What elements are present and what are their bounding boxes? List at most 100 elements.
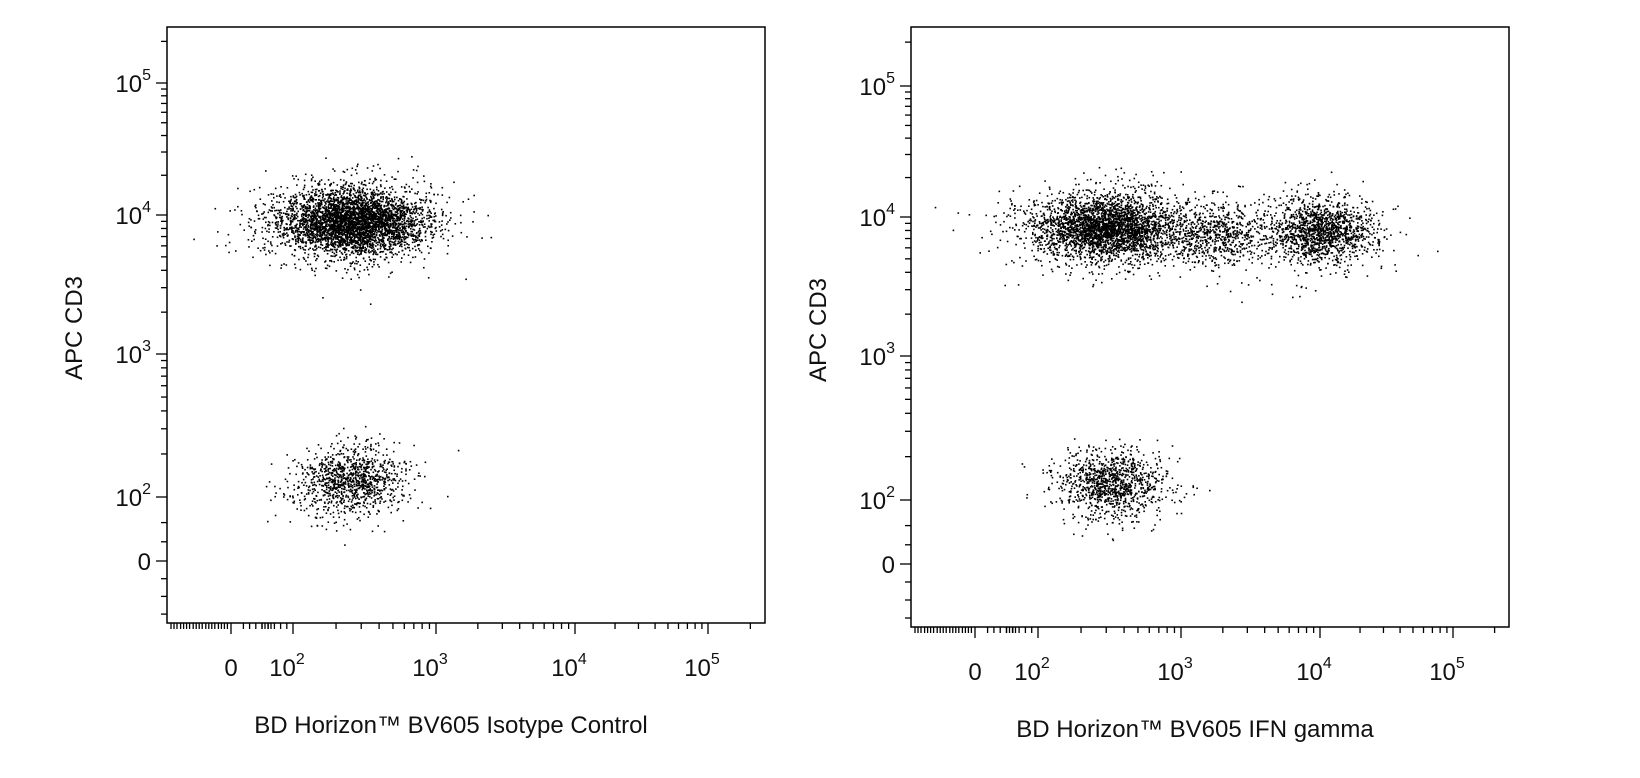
scatter-point bbox=[307, 229, 310, 231]
scatter-point bbox=[329, 217, 332, 219]
scatter-point bbox=[371, 216, 373, 219]
scatter-point bbox=[430, 216, 432, 218]
scatter-point bbox=[313, 236, 315, 238]
scatter-point bbox=[348, 489, 350, 492]
scatter-point bbox=[350, 188, 352, 190]
scatter-point bbox=[321, 474, 324, 477]
scatter-point bbox=[411, 212, 413, 215]
scatter-point bbox=[328, 463, 330, 466]
scatter-point bbox=[301, 465, 304, 468]
scatter-point bbox=[320, 463, 323, 465]
scatter-point bbox=[396, 235, 398, 237]
scatter-point bbox=[298, 237, 300, 239]
scatter-point bbox=[386, 199, 388, 201]
scatter-point bbox=[397, 207, 400, 210]
scatter-point bbox=[302, 217, 305, 219]
scatter-point bbox=[311, 220, 314, 222]
scatter-point bbox=[376, 230, 379, 232]
scatter-point bbox=[372, 202, 375, 205]
scatter-point bbox=[331, 210, 333, 212]
scatter-point bbox=[269, 224, 271, 227]
scatter-point bbox=[346, 456, 349, 458]
scatter-point bbox=[381, 498, 383, 500]
scatter-point bbox=[393, 441, 395, 444]
scatter-point bbox=[299, 194, 301, 196]
scatter-point bbox=[282, 200, 285, 203]
scatter-point bbox=[334, 216, 336, 219]
scatter-point bbox=[345, 249, 348, 251]
scatter-point bbox=[271, 207, 273, 209]
scatter-point bbox=[367, 217, 369, 220]
scatter-point bbox=[397, 465, 399, 468]
scatter-point bbox=[275, 224, 277, 226]
scatter-point bbox=[306, 219, 309, 222]
scatter-point bbox=[392, 238, 395, 240]
scatter-point bbox=[290, 198, 292, 201]
scatter-point bbox=[388, 235, 390, 238]
scatter-point bbox=[374, 222, 377, 225]
scatter-point bbox=[309, 236, 312, 239]
scatter-point bbox=[385, 211, 388, 213]
scatter-point bbox=[331, 235, 333, 237]
scatter-point bbox=[422, 208, 424, 211]
scatter-point bbox=[384, 459, 386, 462]
scatter-point bbox=[412, 169, 415, 171]
scatter-point bbox=[395, 202, 397, 205]
scatter-point bbox=[273, 231, 275, 233]
scatter-point bbox=[407, 208, 409, 211]
scatter-point bbox=[360, 239, 362, 242]
scatter-point bbox=[315, 217, 317, 219]
scatter-point bbox=[326, 221, 328, 223]
scatter-point bbox=[311, 196, 313, 199]
scatter-point bbox=[253, 188, 256, 191]
scatter-point bbox=[362, 216, 364, 218]
scatter-point bbox=[272, 204, 274, 206]
scatter-point bbox=[306, 227, 309, 230]
scatter-point bbox=[384, 218, 387, 220]
scatter-point bbox=[277, 221, 280, 223]
scatter-point bbox=[328, 196, 331, 199]
scatter-point bbox=[333, 242, 335, 244]
scatter-point bbox=[364, 249, 366, 251]
scatter-point bbox=[327, 229, 330, 231]
scatter-point bbox=[386, 233, 388, 235]
scatter-point bbox=[340, 219, 343, 221]
scatter-point bbox=[240, 210, 243, 212]
scatter-point bbox=[315, 194, 317, 196]
scatter-point bbox=[360, 183, 363, 185]
scatter-point bbox=[389, 251, 391, 254]
scatter-point bbox=[433, 193, 435, 196]
scatter-point bbox=[377, 202, 379, 205]
scatter-point bbox=[339, 225, 342, 228]
scatter-point bbox=[392, 463, 394, 465]
scatter-point bbox=[271, 210, 273, 212]
scatter-point bbox=[363, 232, 365, 234]
scatter-point bbox=[369, 212, 372, 214]
scatter-point bbox=[393, 205, 395, 208]
scatter-point bbox=[332, 232, 335, 235]
scatter-point bbox=[342, 193, 344, 195]
scatter-point bbox=[404, 228, 406, 230]
scatter-point bbox=[434, 220, 437, 223]
scatter-point bbox=[389, 187, 391, 189]
scatter-point bbox=[363, 219, 366, 221]
scatter-point bbox=[375, 245, 377, 247]
scatter-point bbox=[372, 189, 375, 192]
scatter-point bbox=[304, 249, 307, 251]
scatter-point bbox=[391, 214, 393, 217]
scatter-point bbox=[347, 237, 349, 240]
scatter-point bbox=[385, 205, 387, 207]
scatter-point bbox=[353, 214, 356, 216]
scatter-point bbox=[350, 483, 352, 486]
scatter-point bbox=[416, 181, 419, 184]
scatter-point bbox=[355, 207, 357, 210]
scatter-point bbox=[363, 502, 365, 504]
scatter-point bbox=[341, 199, 344, 201]
scatter-point bbox=[383, 244, 386, 247]
scatter-point bbox=[391, 203, 393, 206]
scatter-point bbox=[313, 234, 315, 237]
scatter-point bbox=[378, 240, 381, 242]
scatter-point bbox=[412, 233, 414, 236]
scatter-point bbox=[340, 452, 343, 455]
scatter-point bbox=[250, 226, 252, 229]
